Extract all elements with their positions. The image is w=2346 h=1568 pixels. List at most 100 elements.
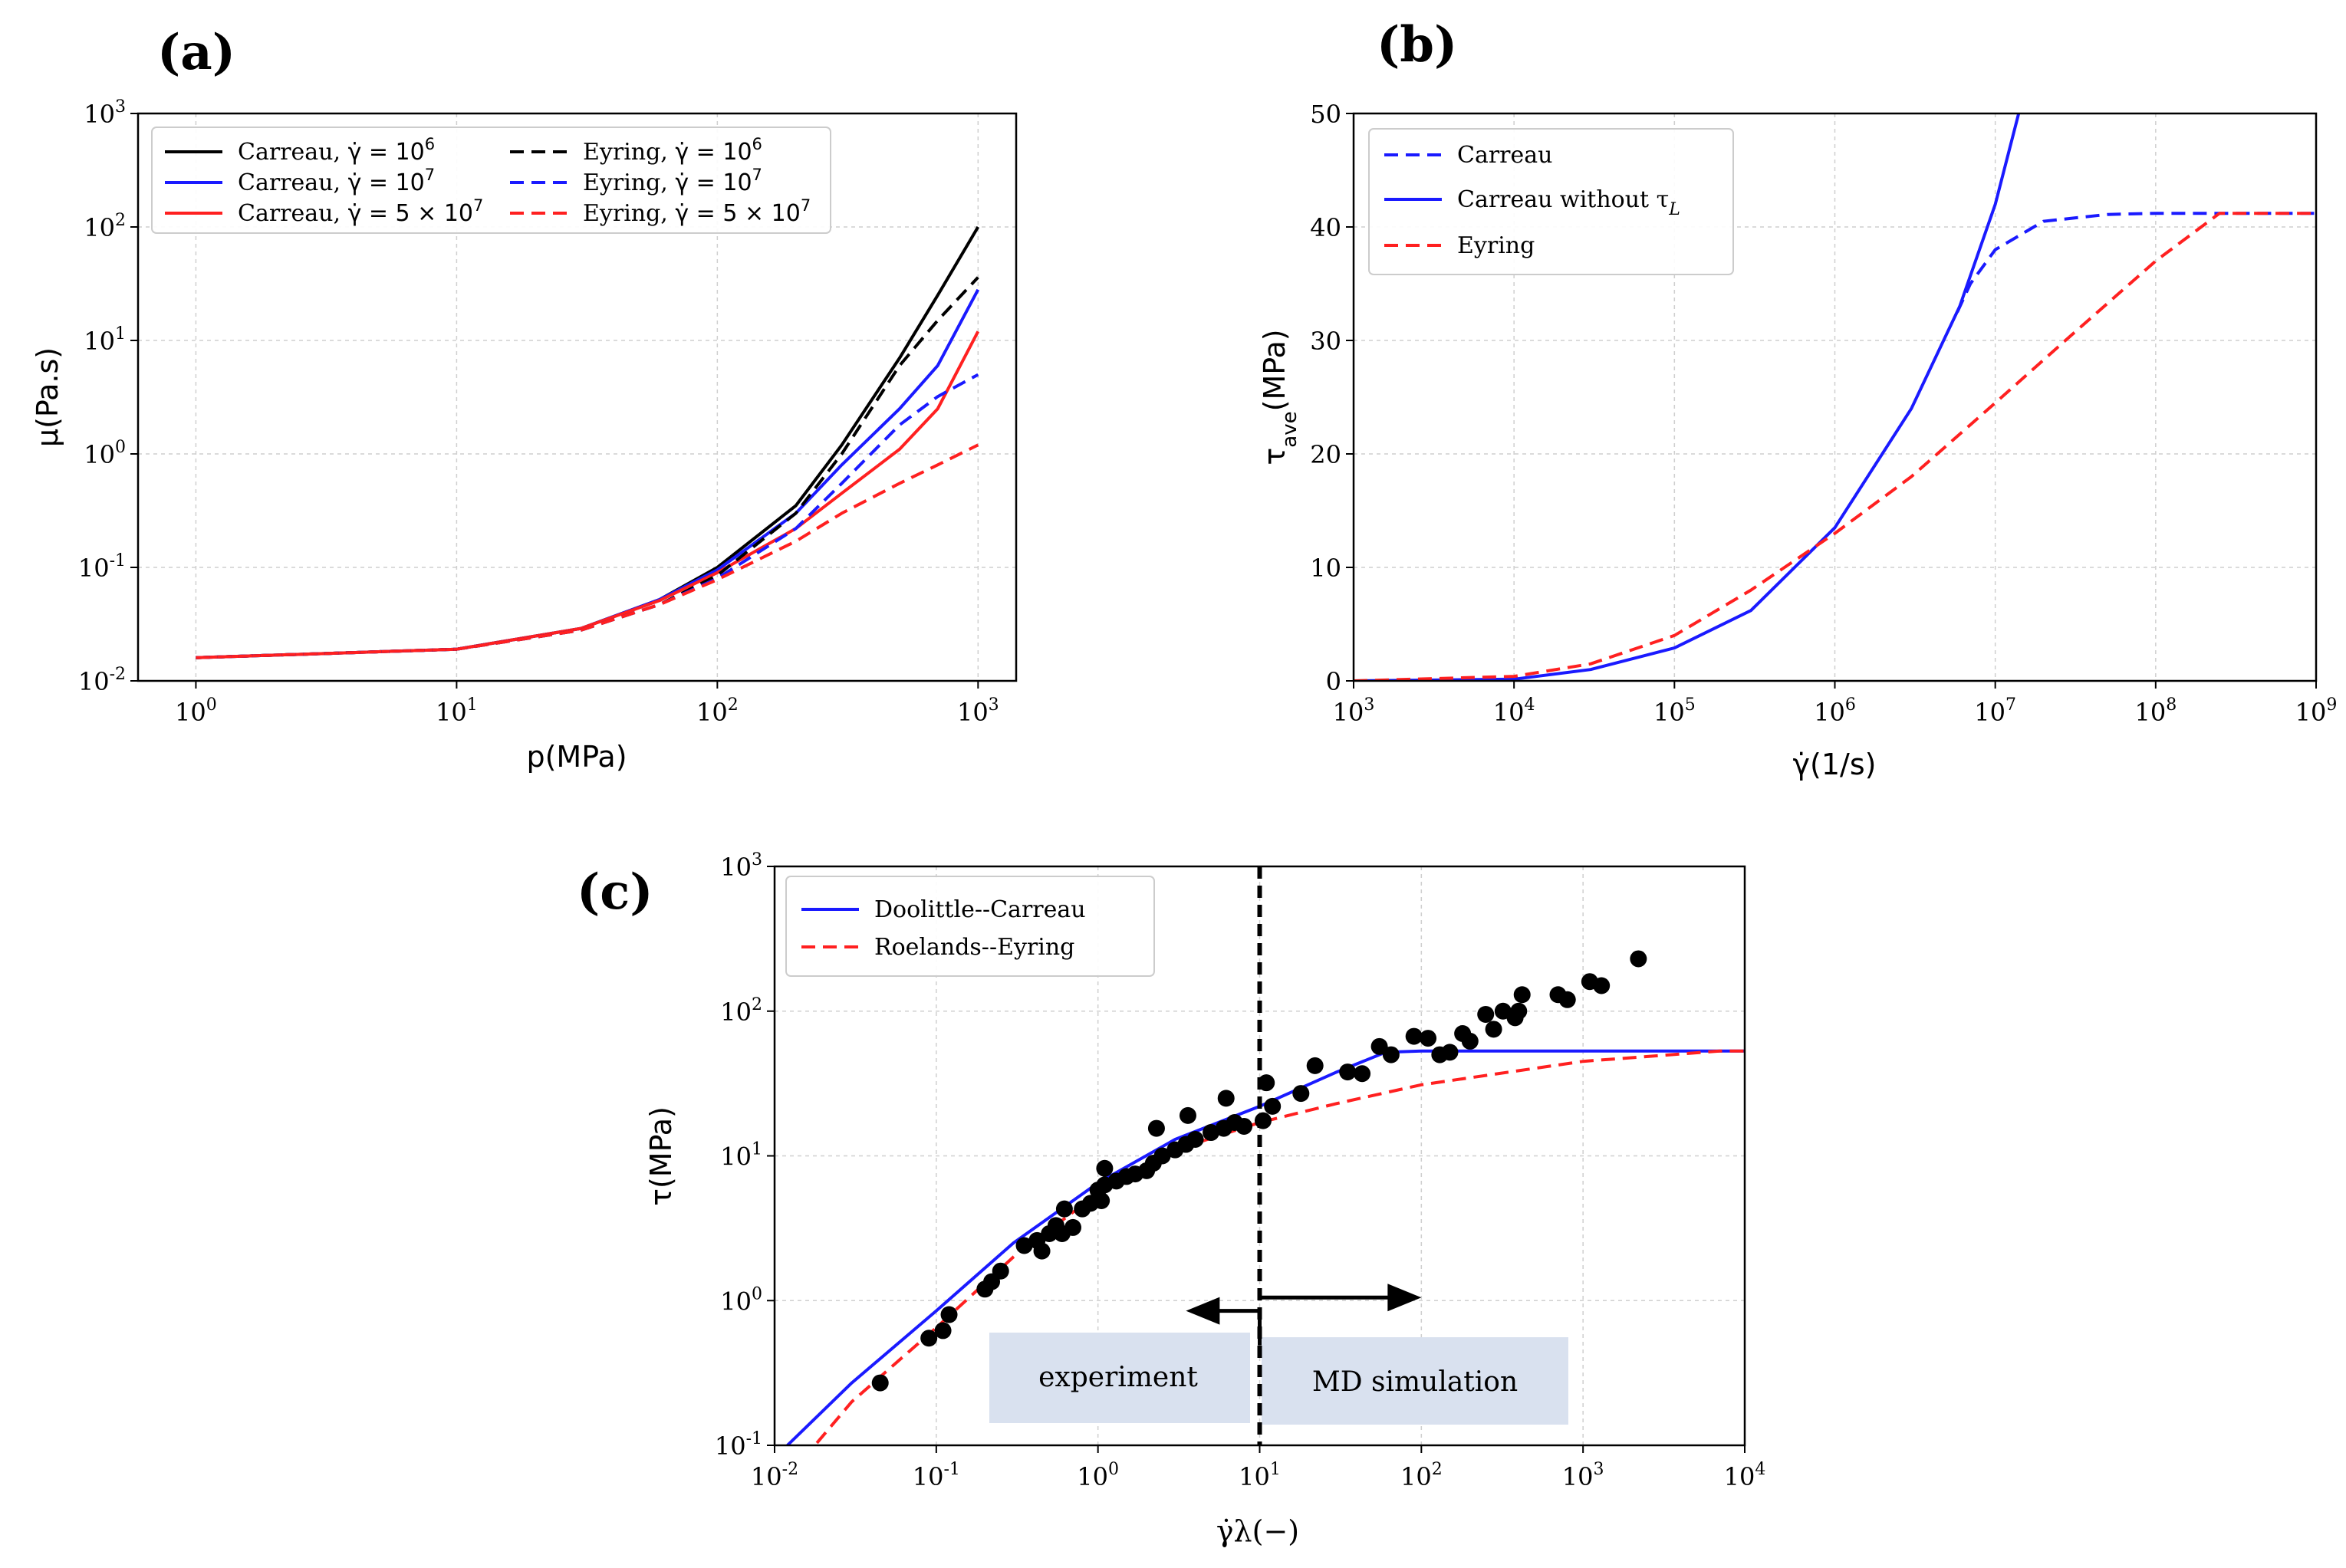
panel-a-legend-label: Eyring, γ̇ = 5 × 107 bbox=[583, 196, 811, 227]
panel-c-legend-label: Doolittle--Carreau bbox=[874, 896, 1086, 923]
panel-b-series-line-0 bbox=[1956, 212, 2316, 313]
panel-c-ytick-label: 102 bbox=[720, 995, 762, 1027]
panel-a-ytick-label: 100 bbox=[84, 438, 126, 469]
data-point bbox=[1096, 1159, 1114, 1177]
arrow-left-line bbox=[1216, 1309, 1262, 1346]
data-point bbox=[1217, 1090, 1235, 1107]
panel-b-legend-box bbox=[1368, 128, 1734, 275]
data-point bbox=[940, 1306, 958, 1323]
data-point bbox=[1236, 1117, 1253, 1135]
panel-b-xtick-label: 107 bbox=[1974, 695, 2016, 727]
panel-b-xtick-label: 103 bbox=[1333, 695, 1375, 727]
panel-a-ytick-label: 103 bbox=[84, 97, 126, 129]
data-point bbox=[1015, 1237, 1033, 1254]
panel-b-legend-label: Eyring bbox=[1457, 232, 1535, 259]
panel-b-ylabel-main: τ bbox=[1258, 448, 1291, 465]
panel-c-series-line-1 bbox=[812, 1049, 1745, 1445]
data-point bbox=[1370, 1037, 1388, 1055]
panel-c-xtick-label: 102 bbox=[1400, 1460, 1443, 1491]
panel-b-xtick-label: 106 bbox=[1814, 695, 1856, 727]
panel-b-series-line-2 bbox=[1354, 212, 2316, 681]
data-point bbox=[1339, 1063, 1357, 1081]
data-point bbox=[992, 1262, 1009, 1280]
panel-a-series-line-3 bbox=[196, 276, 979, 659]
panel-a-legend-label: Carreau, γ̇ = 107 bbox=[238, 166, 435, 196]
panel-a-series-line-1 bbox=[196, 288, 980, 659]
data-point bbox=[1558, 991, 1576, 1008]
experiment-label: experiment bbox=[1038, 1362, 1198, 1393]
panel-b-series-line-1 bbox=[1354, 113, 2021, 681]
panel-a-legend-label: Eyring, γ̇ = 107 bbox=[583, 166, 762, 196]
data-point bbox=[1055, 1200, 1073, 1218]
data-point bbox=[1513, 986, 1531, 1004]
panel-label-c: (c) bbox=[577, 863, 653, 921]
data-point bbox=[1354, 1065, 1371, 1083]
panel-b-ytick-label: 10 bbox=[1310, 554, 1341, 583]
panel-b-xlabel: γ̇(1/s) bbox=[1793, 748, 1877, 781]
data-point bbox=[1292, 1085, 1310, 1103]
panel-a-series-line-0 bbox=[196, 225, 980, 659]
data-point bbox=[1254, 1112, 1272, 1129]
panel-a-xtick-label: 100 bbox=[175, 695, 217, 727]
panel-b-ytick-label: 50 bbox=[1310, 100, 1341, 129]
panel-c-xtick-label: 10-1 bbox=[913, 1460, 960, 1491]
panel-a-legend-label: Eyring, γ̇ = 106 bbox=[583, 135, 762, 166]
panel-a-xtick-label: 102 bbox=[696, 695, 739, 727]
panel-a-series-line-5 bbox=[196, 443, 979, 659]
data-point bbox=[1264, 1097, 1282, 1115]
panel-c-legend-label: Roelands--Eyring bbox=[874, 934, 1074, 961]
experiment-box bbox=[989, 1333, 1250, 1423]
panel-a-frame bbox=[137, 112, 1018, 682]
data-point bbox=[1306, 1057, 1324, 1074]
panel-b-xtick-label: 109 bbox=[2295, 695, 2338, 727]
panel-a-xtick-label: 101 bbox=[436, 695, 478, 727]
panel-a-ylabel: μ(Pa.s) bbox=[31, 347, 64, 447]
panel-a-xlabel: p(MPa) bbox=[526, 740, 627, 774]
panel-c-xtick-label: 103 bbox=[1562, 1460, 1604, 1491]
panel-c-ytick-label: 101 bbox=[720, 1140, 762, 1172]
panel-c-xtick-label: 10-2 bbox=[751, 1460, 798, 1491]
panel-b-ylabel-sub: ave bbox=[1278, 411, 1301, 447]
panel-c-ytick-label: 100 bbox=[720, 1284, 762, 1316]
panel-a-ticks: 100 101 102 103 10-2 10-1 100 101 102 103 bbox=[78, 97, 999, 727]
panel-b-ylabel: τave(MPa) bbox=[1258, 329, 1301, 465]
data-point bbox=[1153, 1147, 1171, 1165]
panel-c-xlabel: γ̇λ(−) bbox=[1216, 1514, 1299, 1548]
arrow-left-head bbox=[1186, 1297, 1220, 1325]
panel-c-xtick-label: 101 bbox=[1239, 1460, 1281, 1491]
panel-c-legend: Doolittle--Carreau Roelands--Eyring bbox=[785, 876, 1155, 977]
panel-a-legend-label: Carreau, γ̇ = 5 × 107 bbox=[238, 196, 483, 227]
data-point bbox=[1093, 1192, 1110, 1209]
panel-a-ytick-label: 101 bbox=[84, 324, 126, 356]
panel-b-xtick-label: 104 bbox=[1493, 695, 1535, 727]
md-simulation-box bbox=[1262, 1337, 1568, 1425]
data-point bbox=[1477, 1005, 1495, 1023]
data-point bbox=[871, 1374, 889, 1392]
panel-a-legend-label: Carreau, γ̇ = 106 bbox=[238, 135, 435, 166]
data-point bbox=[934, 1322, 952, 1340]
panel-b-ytick-label: 20 bbox=[1310, 440, 1341, 469]
data-point bbox=[1485, 1021, 1502, 1038]
panel-b-ytick-label: 30 bbox=[1310, 327, 1341, 356]
data-point bbox=[920, 1330, 938, 1347]
data-point bbox=[1179, 1106, 1196, 1124]
panel-a-legend-box bbox=[151, 127, 831, 234]
data-point bbox=[1461, 1032, 1479, 1050]
panel-a-ytick-label: 102 bbox=[84, 211, 126, 242]
data-point bbox=[1510, 1002, 1528, 1020]
panel-b-ytick-label: 0 bbox=[1326, 667, 1341, 696]
panel-c-ytick-label: 10-1 bbox=[715, 1429, 762, 1461]
data-point bbox=[1033, 1242, 1051, 1260]
data-point bbox=[1064, 1218, 1082, 1236]
data-point bbox=[1382, 1046, 1400, 1063]
panel-a-ytick-label: 10-1 bbox=[78, 551, 126, 583]
md-simulation-label: MD simulation bbox=[1312, 1366, 1518, 1398]
panel-b-xtick-label: 108 bbox=[2134, 695, 2177, 727]
data-point bbox=[1405, 1027, 1423, 1045]
data-point bbox=[1630, 950, 1647, 968]
